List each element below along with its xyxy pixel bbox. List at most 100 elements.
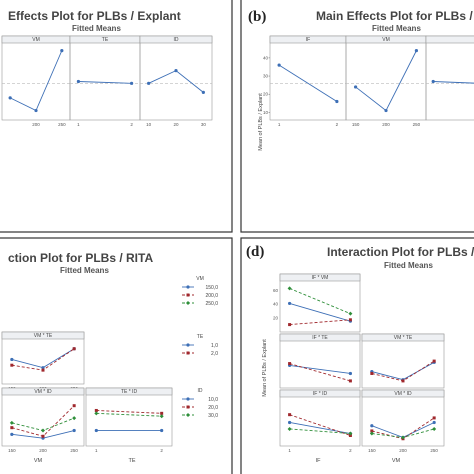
panel-c-legend-2-entry-1: 20,0 [208,405,218,411]
panel-a-subplot-0-header-label: VM [32,37,40,43]
plot-layer: VM 200 250 TE 1 2 ID 10 20 30 IF 1 2 VM 150 200 250 10 20 3… [1,35,474,453]
panel-c-subplot-0-series-0-point-1 [41,366,45,370]
panel-c-subplot-2-series-1-line [96,410,162,414]
panel-c-subplot-2-series-1-point-1 [160,411,164,415]
panel-b-subplot-1-series-0-point-2 [414,49,418,53]
panel-c-legend-0-entry-0: 150,0 [205,285,218,291]
panel-d-subplot-3-series-0-line [289,422,351,434]
panel-a-subplot-2-series-0-point-1 [174,69,178,73]
panel-d-subplot-1-series-1-point-1 [348,379,352,383]
panel-a-frame [0,0,233,233]
panel-d-subplot-0-header [279,273,361,282]
panel-c-legend-2-title: ID [198,388,203,394]
panel-c-subplot-1-series-0-point-2 [72,428,76,433]
panel-d-subplot-3-series-2-point-1 [348,431,353,436]
panel-d-subplot-3-header-label: IF * ID [313,391,328,397]
panel-a-subplot-1-series-0-line [78,81,132,84]
panel-d-subplot-3-series-1-point-0 [288,413,292,417]
panel-a-subplot-2-tick-2: 30 [201,122,207,127]
panel-c-title: ction Plot for PLBs / RITA [8,251,153,265]
panel-b-subplot-0-series-0-point-0 [277,63,281,67]
panel-d-ylabel: Mean of PLBs / Explant [262,339,268,397]
panel-c-legend-0-marker-2 [186,301,190,305]
panel-d-subplot-1-header [279,333,361,342]
panel-d-subplot-3-tick-1: 2 [349,448,352,453]
panel-d-subplot-0-series-0-line [289,302,351,322]
panel-d-subplot-0-header-label: IF * VM [312,275,329,281]
panel-b-ytick-2: 30 [263,74,269,79]
panel-c-subplot-0-series-1-point-2 [72,347,76,351]
panel-c-subplot-1-tick-0: 150 [8,448,16,453]
panel-d-subplot-3-series-2-point-0 [287,426,292,431]
panel-a-subplot-2-series-0-point-0 [147,81,151,85]
panel-a-subplot-1-tick-0: 1 [77,122,80,127]
panel-a-subplot-0-series-0-point-2 [60,49,64,53]
panel-d-subplot-4-series-1-point-0 [370,429,374,433]
panel-d-subplot-2-header-label: VM * TE [394,335,413,341]
panel-c-subplot-2-series-0-point-1 [160,428,164,433]
panel-b-subtitle: Fitted Means [372,24,421,33]
panel-a-subplot-2-series-0-point-2 [201,90,205,94]
panel-b-subplot-0-header-label: IF [306,37,310,43]
panel-c-subplot-1-series-2-point-1 [41,428,45,433]
panel-c-subplot-2-tick-0: 1 [95,448,98,453]
panel-d-subplot-0-series-1-point-0 [288,323,292,327]
panel-a-subplot-0-tick-2: 250 [58,122,66,127]
panel-c-subtitle: Fitted Means [60,266,109,275]
panel-d-subplot-4-series-2-point-0 [369,431,374,436]
panel-d-xlabel-vm: VM [392,458,401,464]
panel-d-subplot-0-series-2-line [289,287,351,315]
panel-d-subplot-2-header [361,333,445,342]
panel-c-legend-0-title: VM [196,276,204,282]
panel-a-subplot-1-tick-1: 2 [130,122,133,127]
panel-b-subplot-0-tick-0: 1 [278,122,281,127]
panel-d-frame [240,237,474,474]
panel-c-subplot-1-tick-1: 200 [39,448,47,453]
panel-d-subplot-3-series-2-line [289,428,351,434]
panel-b-frame [240,0,474,233]
panel-d-subtitle: Fitted Means [384,261,433,270]
panel-b-subplot-0-tick-1: 2 [336,122,339,127]
panel-a-subplot-0-tick-1: 200 [32,122,40,127]
panel-d-subplot-4-series-1-point-2 [432,416,436,420]
panel-b-label: (b) [248,9,266,25]
panel-a-subtitle: Fitted Means [72,24,121,33]
panel-b-subplot-0-series-0-line [278,64,338,102]
panel-d-subplot-3-series-0-point-0 [288,420,292,425]
panel-d-ytick-1: 40 [273,302,279,307]
panel-b-subplot-2-series-0-point-0 [431,79,435,84]
panel-b-ylabel: Mean of PLBs / Explant [258,93,264,151]
panel-a-subplot-1-series-0-point-1 [130,81,134,85]
panel-c-legend-1-entry-1: 2,0 [211,351,218,357]
panel-d-ytick-2: 60 [273,288,279,293]
panel-c-legend-1-marker-0 [186,343,190,347]
panel-c-xlabel-vm: VM [34,458,43,464]
panel-a-subplot-1-header-label: TE [102,37,109,43]
panel-c-subplot-1-series-2-point-0 [9,420,14,425]
panel-c-subplot-1-header-label: VM * ID [34,389,52,395]
panel-c-legend-1-marker-1 [186,351,190,355]
panel-c-legend-2-entry-0: 10,0 [208,397,218,403]
panel-c-subplot-2-series-2-point-1 [159,414,164,419]
panel-c-subplot-2-series-1-point-0 [94,408,98,412]
panel-c-subplot-0-header [1,331,85,340]
panel-b-subplot-2-header [425,35,474,44]
panel-c-subplot-2-series-2-point-0 [94,411,99,416]
panel-b-title: Main Effects Plot for PLBs / E [316,9,474,23]
panel-c-subplot-0-series-0-point-0 [10,357,14,362]
panel-c-legend-0-marker-0 [186,285,190,289]
panel-d-title: Interaction Plot for PLBs / E [327,245,474,259]
panel-d-subplot-1-header-label: IF * TE [312,335,328,341]
panel-d-subplot-0-series-2-point-0 [287,286,292,291]
panel-c-legend-2-marker-1 [186,405,190,409]
panel-a-subplot-2-tick-0: 10 [146,122,152,127]
panel-c-legend-1-entry-0: 1,0 [211,343,218,349]
panel-d-subplot-0-series-2-point-1 [348,311,353,316]
panel-c-subplot-0-header-label: VM * TE [34,333,53,339]
panel-c-subplot-0-series-1-point-0 [10,363,14,367]
panel-c-subplot-2-header-label: TE * ID [121,389,138,395]
panel-c-subplot-1-header [1,387,85,396]
panel-d-subplot-4-series-0-point-0 [370,424,374,428]
panel-c-subplot-2-header [85,387,173,396]
panel-c-subplot-1-series-0-point-0 [10,432,14,436]
